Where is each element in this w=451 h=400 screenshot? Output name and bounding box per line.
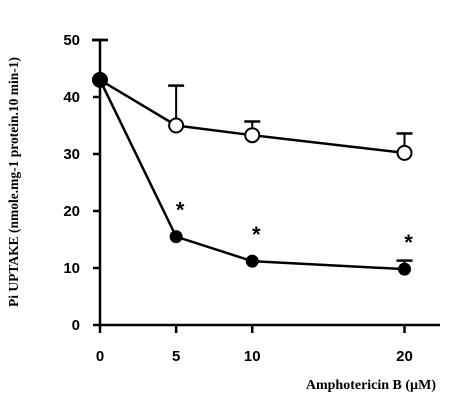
- series-line-group: [98, 78, 405, 271]
- x-tick-label: 20: [396, 348, 413, 365]
- x-axis: 0 5 10 20: [96, 323, 440, 365]
- y-tick-label: 20: [63, 203, 80, 220]
- data-point: [398, 262, 411, 276]
- significance-marker: *: [176, 198, 185, 223]
- x-tick-label: 10: [244, 348, 261, 365]
- y-axis-title: Pi UPTAKE (nmole.mg-1 protein.10 min-1): [6, 57, 21, 307]
- data-point: [396, 144, 413, 161]
- data-point: [169, 230, 183, 244]
- y-tick-label: 50: [63, 32, 80, 49]
- y-tick-label: 0: [72, 317, 80, 334]
- significance-marker: *: [404, 230, 413, 255]
- series-line: [98, 79, 405, 271]
- y-tick-label: 10: [63, 260, 80, 277]
- x-axis-title: Amphotericin B (µM): [306, 378, 436, 393]
- y-tick-label: 40: [63, 89, 80, 106]
- x-tick-group: 0 5 10 20: [96, 325, 413, 365]
- significance-marker: *: [252, 222, 261, 247]
- data-point: [244, 127, 261, 144]
- y-tick-label: 30: [63, 146, 80, 163]
- x-tick-label: 0: [96, 348, 104, 365]
- data-point-group: [92, 71, 413, 276]
- annotation-group: * * *: [176, 198, 413, 255]
- data-point: [168, 117, 185, 134]
- data-point: [245, 254, 259, 268]
- x-tick-label: 5: [172, 348, 180, 365]
- series-line: [99, 78, 405, 155]
- data-point: [93, 73, 107, 87]
